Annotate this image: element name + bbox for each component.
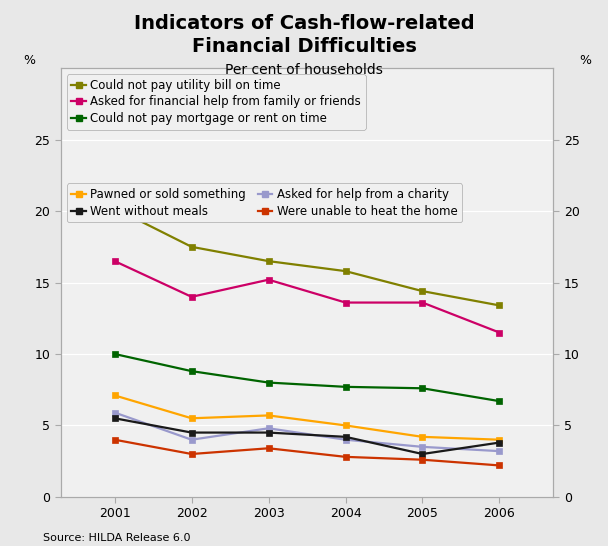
- Legend: Pawned or sold something, Went without meals, Asked for help from a charity, Wer: Pawned or sold something, Went without m…: [67, 183, 462, 222]
- Text: Per cent of households: Per cent of households: [225, 63, 383, 77]
- Text: %: %: [22, 54, 35, 67]
- Text: Source: HILDA Release 6.0: Source: HILDA Release 6.0: [43, 533, 190, 543]
- Text: Indicators of Cash-flow-related
Financial Difficulties: Indicators of Cash-flow-related Financia…: [134, 14, 474, 56]
- Text: %: %: [579, 54, 592, 67]
